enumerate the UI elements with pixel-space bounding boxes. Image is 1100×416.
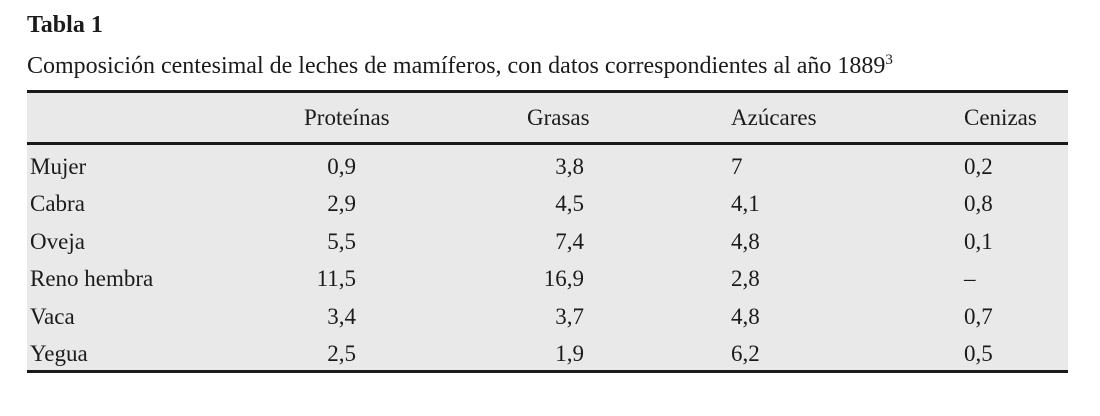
table-cell: 0,9	[327, 153, 356, 179]
row-label: Mujer	[30, 153, 87, 179]
column-header-azucares: Azúcares	[731, 93, 964, 145]
row-label: Vaca	[30, 303, 75, 329]
table-cell: –	[964, 266, 976, 292]
column-header-proteinas: Proteínas	[304, 93, 527, 145]
table-cell: 3,7	[555, 303, 584, 329]
table-cell: 3,8	[555, 153, 584, 179]
footnote-marker: 3	[885, 52, 893, 68]
table-cell: 6,2	[731, 341, 760, 367]
table-cell: 7,4	[555, 228, 584, 254]
table-caption: Composición centesimal de leches de mamí…	[27, 52, 1068, 80]
table-cell: 2,8	[731, 266, 760, 292]
table-cell: 11,5	[316, 266, 356, 292]
table-cell: 2,5	[327, 341, 356, 367]
table-figure: Tabla 1 Composición centesimal de leches…	[27, 12, 1068, 373]
table-title: Tabla 1	[27, 12, 103, 38]
table-cell: 4,8	[731, 228, 760, 254]
table-row: Vaca 3,4 3,7 4,8 0,7	[27, 295, 1068, 333]
table-cell: 4,5	[555, 191, 584, 217]
row-label: Oveja	[30, 228, 85, 254]
table-cell: 1,9	[555, 341, 584, 367]
row-label: Yegua	[30, 341, 88, 367]
caption-text: Composición centesimal de leches de mamí…	[27, 53, 886, 79]
row-label: Cabra	[30, 191, 85, 217]
column-header-empty	[27, 93, 304, 145]
table-cell: 3,4	[327, 303, 356, 329]
row-label: Reno hembra	[30, 266, 154, 292]
table-cell: 0,8	[964, 191, 993, 217]
table-cell: 0,2	[964, 153, 993, 179]
table-cell: 0,5	[964, 341, 993, 367]
table-row: Mujer 0,9 3,8 7 0,2	[27, 144, 1068, 183]
table-cell: 0,1	[964, 228, 993, 254]
table-row: Reno hembra 11,5 16,9 2,8 –	[27, 258, 1068, 296]
table-cell: 2,9	[327, 191, 356, 217]
table-cell: 7	[731, 153, 743, 179]
table-cell: 5,5	[327, 228, 356, 254]
table-cell: 4,8	[731, 303, 760, 329]
data-table-wrap: Proteínas Grasas Azúcares Cenizas Mujer …	[27, 90, 1068, 373]
data-table: Proteínas Grasas Azúcares Cenizas Mujer …	[27, 93, 1068, 370]
table-cell: 16,9	[543, 266, 584, 292]
table-row: Cabra 2,9 4,5 4,1 0,8	[27, 183, 1068, 221]
table-cell: 0,7	[964, 303, 993, 329]
column-header-cenizas: Cenizas	[964, 93, 1068, 145]
header-row: Proteínas Grasas Azúcares Cenizas	[27, 93, 1068, 145]
table-row: Oveja 5,5 7,4 4,8 0,1	[27, 220, 1068, 258]
table-cell: 4,1	[731, 191, 760, 217]
table-row: Yegua 2,5 1,9 6,2 0,5	[27, 333, 1068, 371]
column-header-grasas: Grasas	[527, 93, 731, 145]
